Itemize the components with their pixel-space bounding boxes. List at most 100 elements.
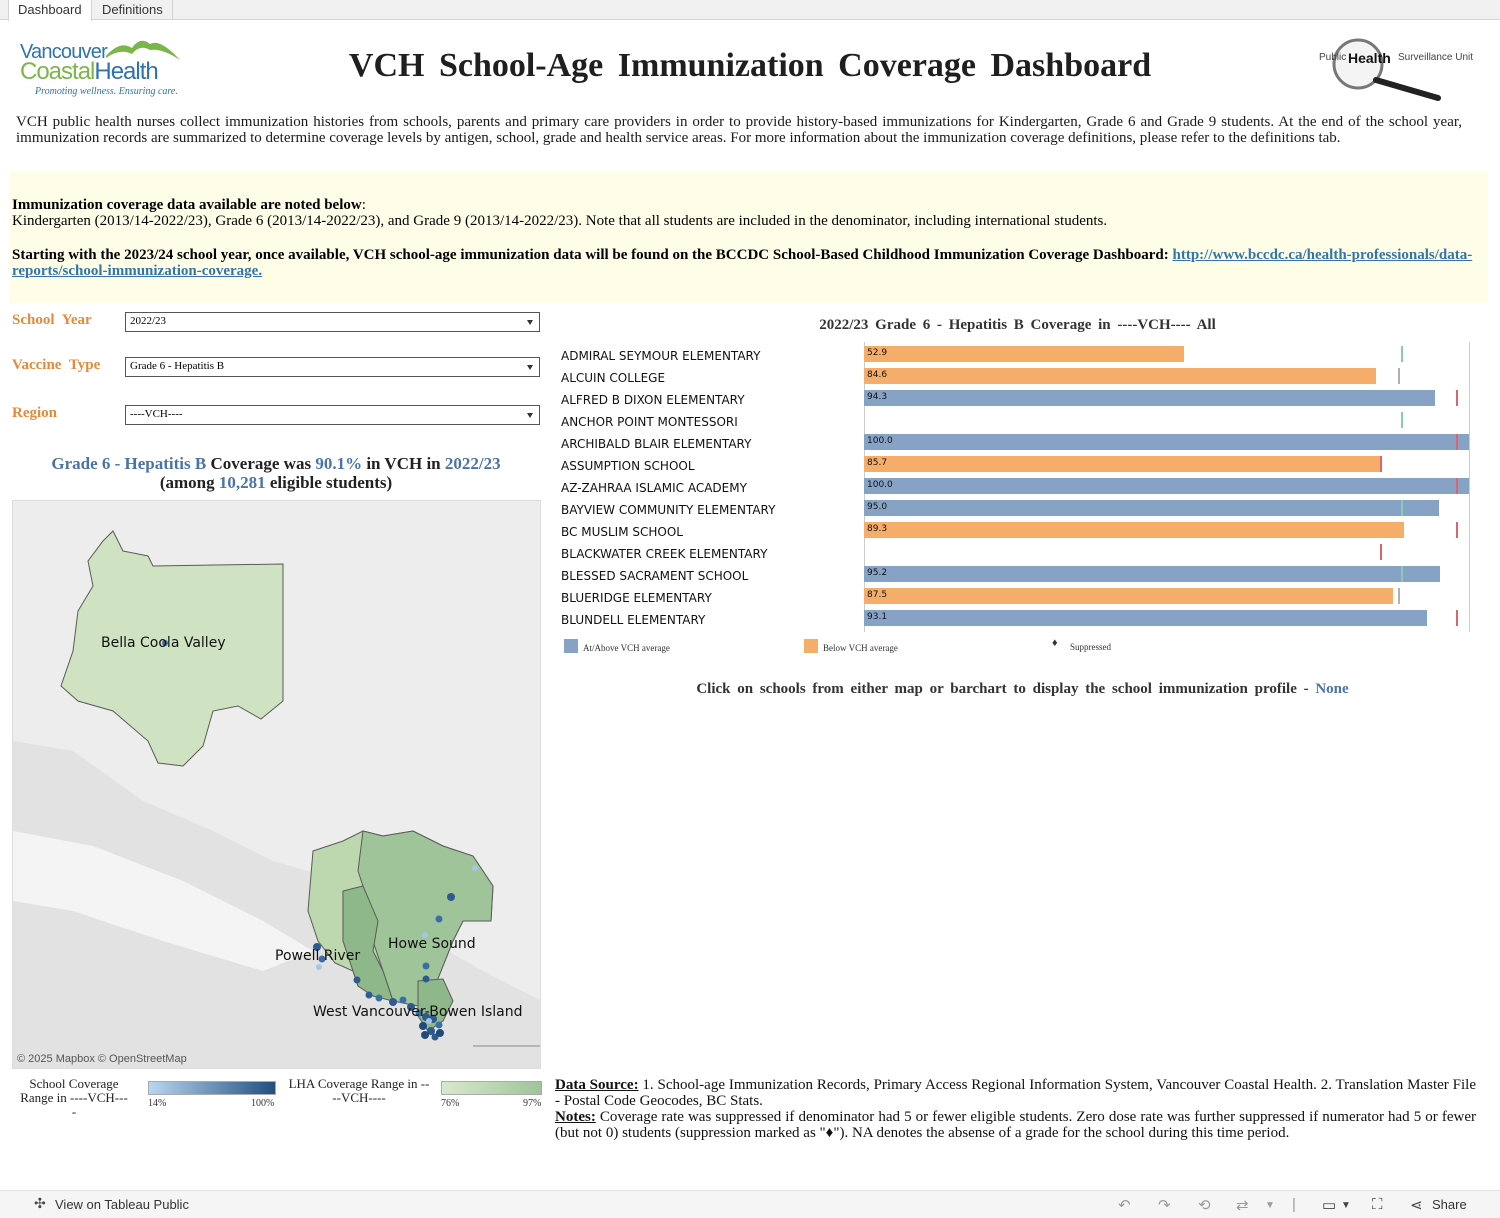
reference-line bbox=[1401, 566, 1404, 582]
coverage-bar[interactable] bbox=[864, 478, 1469, 494]
share-icon[interactable]: ⋖ bbox=[1410, 1197, 1423, 1214]
redo-icon[interactable]: ↷ bbox=[1158, 1197, 1171, 1214]
bar-value-label: 93.1 bbox=[867, 612, 888, 622]
coverage-bar[interactable] bbox=[864, 346, 1185, 362]
dropdown-arrow-icon bbox=[527, 413, 533, 418]
bar-value-label: 94.3 bbox=[867, 392, 888, 402]
phsu-logo: Public Health Surveillance Unit bbox=[1316, 36, 1476, 102]
divider-icon: | bbox=[1292, 1196, 1296, 1213]
reference-line bbox=[1455, 610, 1458, 626]
bccdc-link[interactable]: http://www.bccdc.ca/health-professionals… bbox=[12, 247, 1473, 279]
bar-value-label: 52.9 bbox=[867, 348, 888, 358]
fullscreen-icon[interactable]: ⛶ bbox=[1372, 1196, 1383, 1213]
school-label[interactable]: ADMIRAL SEYMOUR ELEMENTARY bbox=[561, 349, 761, 363]
coverage-bar[interactable] bbox=[864, 566, 1440, 582]
lha-coverage-max: 97% bbox=[523, 1098, 542, 1109]
coverage-bar[interactable] bbox=[864, 610, 1428, 626]
reference-line bbox=[1455, 522, 1458, 538]
school-coverage-max: 100% bbox=[251, 1098, 275, 1109]
school-year-label: School Year bbox=[12, 312, 92, 328]
dropdown-arrow-icon bbox=[527, 320, 533, 325]
refresh-icon[interactable]: ⇄ bbox=[1236, 1197, 1249, 1214]
legend-swatch-above bbox=[564, 639, 578, 653]
reference-line bbox=[1455, 390, 1458, 406]
school-coverage-legend-title: School Coverage Range in ----VCH---- bbox=[20, 1076, 128, 1119]
lha-coverage-min: 76% bbox=[441, 1098, 460, 1109]
coverage-bar[interactable] bbox=[864, 522, 1405, 538]
view-on-tableau-link[interactable]: View on Tableau Public bbox=[55, 1197, 189, 1212]
school-label[interactable]: ASSUMPTION SCHOOL bbox=[561, 459, 695, 473]
mountain-icon bbox=[106, 40, 180, 60]
tab-definitions[interactable]: Definitions bbox=[93, 0, 173, 20]
lha-coverage-legend-title: LHA Coverage Range in ----VCH---- bbox=[288, 1076, 430, 1105]
legend-above-label: At/Above VCH average bbox=[583, 643, 670, 653]
map-label-powell-river: Powell River bbox=[275, 948, 361, 964]
intro-text: VCH public health nurses collect immuniz… bbox=[16, 114, 1462, 146]
vaccine-type-label: Vaccine Type bbox=[12, 357, 101, 373]
reference-line bbox=[1380, 456, 1383, 472]
school-label[interactable]: ALCUIN COLLEGE bbox=[561, 371, 666, 385]
tab-bar: Dashboard Definitions bbox=[0, 0, 1500, 21]
school-label[interactable]: BLESSED SACRAMENT SCHOOL bbox=[561, 569, 749, 583]
tab-dashboard[interactable]: Dashboard bbox=[8, 0, 92, 21]
reference-line bbox=[1401, 346, 1404, 362]
legend-below-label: Below VCH average bbox=[823, 643, 898, 653]
tableau-toolbar: ✣ View on Tableau Public ↶ ↷ ⟲ ⇄ ▼ | ▭ ▼… bbox=[0, 1190, 1500, 1218]
school-label[interactable]: BLACKWATER CREEK ELEMENTARY bbox=[561, 547, 768, 561]
reference-line bbox=[1455, 434, 1458, 450]
reference-line bbox=[1401, 500, 1404, 516]
logo-line1: Vancouver bbox=[20, 41, 108, 63]
school-label[interactable]: BLUERIDGE ELEMENTARY bbox=[561, 591, 712, 605]
chart-axis-right bbox=[1469, 342, 1470, 632]
magnifier-icon bbox=[1332, 38, 1441, 101]
coverage-bar[interactable] bbox=[864, 588, 1394, 604]
map-label-west-vancouver: West Vancouver-Bowen Island bbox=[313, 1004, 523, 1020]
selected-school[interactable]: None bbox=[1315, 681, 1349, 697]
comment-icon[interactable]: ▭ bbox=[1322, 1197, 1337, 1214]
school-label[interactable]: ALFRED B DIXON ELEMENTARY bbox=[561, 393, 745, 407]
coverage-map[interactable]: Bella Coola Valley Howe Sound Powell Riv… bbox=[12, 500, 541, 1069]
suppressed-diamond-icon: ♦ bbox=[1052, 637, 1058, 649]
map-attribution[interactable]: © 2025 Mapbox © OpenStreetMap bbox=[17, 1053, 187, 1065]
bar-value-label: 85.7 bbox=[867, 458, 888, 468]
data-availability-notice: Immunization coverage data available are… bbox=[10, 172, 1488, 303]
school-label[interactable]: AZ-ZAHRAA ISLAMIC ACADEMY bbox=[561, 481, 747, 495]
coverage-bar[interactable] bbox=[864, 456, 1383, 472]
school-label[interactable]: BAYVIEW COMMUNITY ELEMENTARY bbox=[561, 503, 776, 517]
dropdown-arrow-icon bbox=[527, 365, 533, 370]
bar-value-label: 100.0 bbox=[867, 480, 893, 490]
coverage-bar[interactable] bbox=[864, 500, 1439, 516]
coverage-bar[interactable] bbox=[864, 390, 1435, 406]
chevron-down-icon[interactable]: ▼ bbox=[1341, 1200, 1351, 1211]
share-button[interactable]: Share bbox=[1432, 1197, 1467, 1212]
vch-logo: Vancouver CoastalHealth Promoting wellne… bbox=[18, 36, 188, 100]
region-label: Region bbox=[12, 405, 57, 421]
bar-value-label: 95.2 bbox=[867, 568, 888, 578]
bar-value-label: 100.0 bbox=[867, 436, 893, 446]
legend-suppressed-label: Suppressed bbox=[1070, 642, 1111, 652]
notice-line2: Starting with the 2023/24 school year, o… bbox=[12, 247, 1473, 279]
bar-value-label: 89.3 bbox=[867, 524, 888, 534]
revert-icon[interactable]: ⟲ bbox=[1198, 1197, 1211, 1214]
page-title: VCH School-Age Immunization Coverage Das… bbox=[348, 47, 1152, 84]
notice-line1: Kindergarten (2013/14-2022/23), Grade 6 … bbox=[12, 213, 1108, 229]
school-year-select[interactable]: 2022/23 bbox=[125, 312, 540, 332]
coverage-summary: Grade 6 - Hepatitis B Coverage was 90.1%… bbox=[51, 454, 501, 492]
bar-value-label: 87.5 bbox=[867, 590, 888, 600]
undo-icon[interactable]: ↶ bbox=[1118, 1197, 1131, 1214]
coverage-bar[interactable] bbox=[864, 434, 1469, 450]
region-select[interactable]: ----VCH---- bbox=[125, 405, 540, 425]
school-label[interactable]: ANCHOR POINT MONTESSORI bbox=[561, 415, 738, 429]
school-label[interactable]: BLUNDELL ELEMENTARY bbox=[561, 613, 706, 627]
school-coverage-min: 14% bbox=[148, 1098, 167, 1109]
coverage-bar[interactable] bbox=[864, 368, 1376, 384]
school-coverage-barchart[interactable]: ADMIRAL SEYMOUR ELEMENTARY 52.9 ALCUIN COL… bbox=[556, 342, 1476, 632]
school-label[interactable]: BC MUSLIM SCHOOL bbox=[561, 525, 683, 539]
vaccine-type-select[interactable]: Grade 6 - Hepatitis B bbox=[125, 357, 540, 377]
reference-line bbox=[1380, 544, 1383, 560]
map-label-bella-coola: Bella Coola Valley bbox=[101, 635, 226, 651]
lha-coverage-gradient bbox=[441, 1081, 542, 1095]
chevron-down-icon[interactable]: ▼ bbox=[1265, 1200, 1275, 1211]
school-label[interactable]: ARCHIBALD BLAIR ELEMENTARY bbox=[561, 437, 752, 451]
logo-line2: CoastalHealth bbox=[20, 58, 159, 85]
